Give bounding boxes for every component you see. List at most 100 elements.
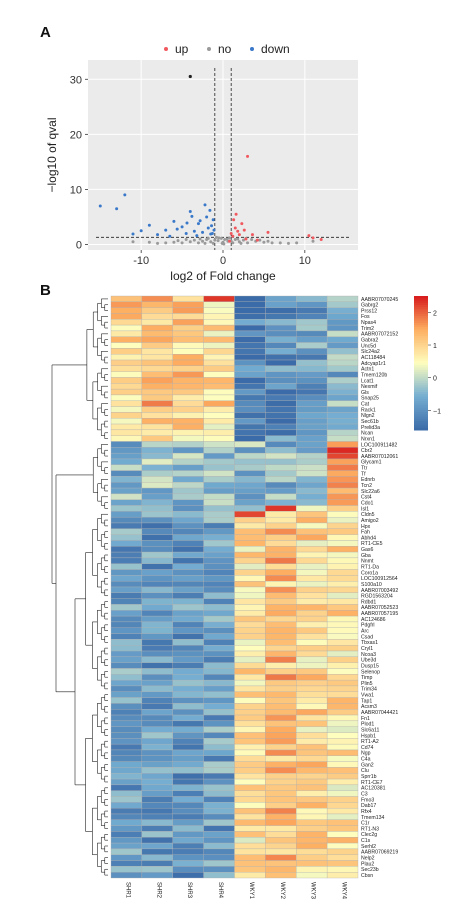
heatmap-cell <box>172 697 204 704</box>
heatmap-cell <box>234 592 266 599</box>
heatmap-cell <box>141 807 173 815</box>
heatmap-cell <box>110 330 143 337</box>
heatmap-cell <box>265 691 297 698</box>
point-no <box>266 239 270 243</box>
heatmap-cell <box>110 650 143 658</box>
heatmap-cell <box>141 383 173 390</box>
heatmap-cell <box>141 482 173 489</box>
heatmap-cell <box>265 470 297 477</box>
heatmap-cell <box>141 743 173 751</box>
heatmap-cell <box>203 365 235 372</box>
point-up <box>237 233 241 237</box>
heatmap-cell <box>234 738 266 745</box>
heatmap-cell <box>203 435 235 442</box>
heatmap-cell <box>326 709 359 716</box>
row-label: Npas4 <box>361 320 376 326</box>
heatmap-cell <box>265 464 297 471</box>
heatmap-cell <box>296 388 328 396</box>
heatmap-cell <box>110 575 143 582</box>
heatmap-cell <box>326 301 359 308</box>
heatmap-cell <box>265 406 297 413</box>
heatmap-cell <box>234 767 266 774</box>
heatmap-cell <box>172 674 204 681</box>
heatmap-cell <box>265 726 297 733</box>
color-legend-swatch <box>414 367 428 371</box>
heatmap-cell <box>203 633 235 640</box>
heatmap-cell <box>265 487 297 495</box>
heatmap-cell <box>234 807 266 815</box>
heatmap-cell <box>141 778 173 786</box>
heatmap-cell <box>326 860 359 867</box>
heatmap-cell <box>141 581 173 588</box>
heatmap-cell <box>141 703 173 710</box>
point-down <box>185 221 189 225</box>
heatmap-cell <box>265 586 297 593</box>
heatmap-cell <box>141 487 173 495</box>
heatmap-cell <box>326 394 359 401</box>
heatmap-cell <box>172 476 204 483</box>
heatmap-cell <box>296 645 328 652</box>
heatmap-cell <box>296 313 328 320</box>
heatmap-cell <box>110 831 143 838</box>
heatmap-cell <box>141 365 173 372</box>
heatmap-cell <box>326 743 359 751</box>
heatmap-cell <box>172 319 204 326</box>
heatmap-cell <box>141 709 173 716</box>
heatmap-cell <box>234 866 266 873</box>
row-label: Sec23b <box>361 867 379 873</box>
heatmap-cell <box>265 709 297 716</box>
point-down <box>192 229 196 233</box>
heatmap-cell <box>326 650 359 658</box>
heatmap-cell <box>172 645 204 652</box>
heatmap-cell <box>296 773 328 780</box>
heatmap-cell <box>265 295 297 302</box>
heatmap-cell <box>172 464 204 471</box>
row-label: Prelid3a <box>361 425 380 431</box>
heatmap-cell <box>265 307 297 314</box>
heatmap-cell <box>110 598 143 605</box>
point-down <box>180 225 184 229</box>
row-label: AABR07057195 <box>361 611 398 617</box>
row-label: C1r <box>361 821 370 827</box>
heatmap-cell <box>234 388 266 396</box>
heatmap-cell <box>203 819 235 826</box>
heatmap-cell <box>110 441 143 448</box>
heatmap-cell <box>172 324 204 332</box>
heatmap-cell <box>110 709 143 716</box>
heatmap-cell <box>296 592 328 599</box>
point-no <box>241 238 245 242</box>
heatmap-cell <box>234 773 266 780</box>
heatmap-cell <box>172 866 204 873</box>
heatmap-cell <box>326 348 359 355</box>
heatmap-cell <box>265 540 297 547</box>
heatmap-cell <box>326 581 359 588</box>
row-label: Isl1 <box>361 506 369 512</box>
heatmap-cell <box>234 662 266 669</box>
heatmap-cell <box>203 313 235 320</box>
row-label: Gas6 <box>361 547 374 553</box>
heatmap-cell <box>172 610 204 617</box>
heatmap-cell <box>296 807 328 815</box>
heatmap-cell <box>203 639 235 646</box>
heatmap-cell <box>203 866 235 873</box>
heatmap-cell <box>296 569 328 576</box>
heatmap-cell <box>234 627 266 634</box>
column-label: WKY3 <box>310 882 316 900</box>
heatmap-cell <box>296 546 328 553</box>
heatmap-cell <box>326 295 359 302</box>
heatmap-cell <box>110 767 143 774</box>
heatmap-cell <box>141 528 173 535</box>
heatmap-cell <box>172 860 204 867</box>
heatmap-cell <box>172 359 204 367</box>
row-label: Serhl2 <box>361 844 376 850</box>
row-label: Cbr2 <box>361 448 372 454</box>
heatmap-cell <box>141 668 173 675</box>
heatmap-cell <box>326 621 359 628</box>
heatmap-cell <box>141 371 173 378</box>
heatmap-cell <box>110 470 143 477</box>
heatmap-cell <box>296 872 328 879</box>
heatmap-cell <box>265 755 297 762</box>
heatmap-cell <box>203 581 235 588</box>
heatmap-cell <box>296 621 328 628</box>
heatmap-cell <box>265 627 297 634</box>
